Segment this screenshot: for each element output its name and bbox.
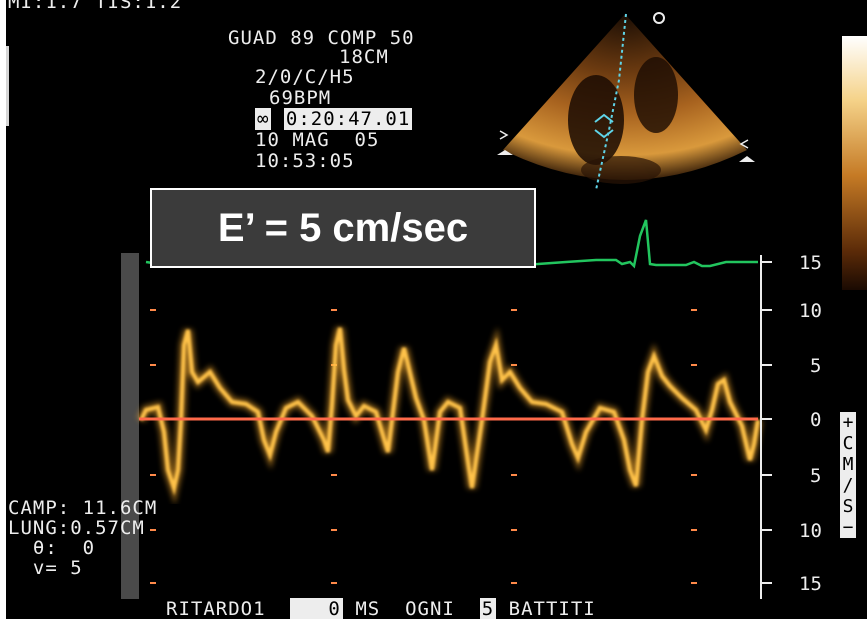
velocity-unit-label: + C M / S −: [840, 412, 856, 538]
unit-char: C: [842, 433, 854, 454]
footer-bar: RITARDO1 0 MS OGNI 5 BATTITI: [166, 598, 596, 619]
ultrasound-screen: 15 10 5 0 5 10 15 MI:1.7 TIS:1.2 GUAD 89…: [6, 0, 867, 619]
delay-label: RITARDO1: [166, 598, 266, 619]
velocity-scale: 15 10 5 0 5 10 15: [760, 252, 822, 599]
gain-compression-readout: GUAD 89 COMP 50: [228, 27, 415, 49]
angle-readout: θ: 0: [8, 537, 96, 559]
ms-label: MS: [355, 598, 381, 619]
doppler-spectrum: [136, 326, 763, 505]
tick-label: 5: [810, 355, 821, 377]
tick-label: 15: [799, 252, 822, 274]
delay-value[interactable]: 0: [290, 598, 343, 619]
tick-label: 10: [799, 300, 822, 322]
tick-label: 10: [799, 520, 822, 542]
gray-scale-bar: [842, 36, 867, 290]
timeline-strip: [121, 253, 139, 599]
left-edge-marks: [6, 46, 9, 126]
annotation-label: E’ = 5 cm/sec: [217, 205, 469, 250]
sample-length-readout: LUNG:0.57CM: [8, 517, 145, 539]
loop-icon: ∞: [255, 108, 272, 130]
tick-label: 15: [799, 573, 822, 595]
velocity-grid-marks: [150, 309, 697, 584]
tick-label: 5: [810, 465, 821, 487]
time-readout: 10:53:05: [255, 150, 355, 172]
preset-readout: 2/0/C/H5: [255, 66, 355, 88]
beats-label: BATTITI: [508, 598, 596, 619]
depth-readout: 18CM: [339, 46, 389, 68]
heart-rate-readout: 69BPM: [269, 87, 332, 109]
unit-char: M: [842, 454, 854, 475]
beats-value[interactable]: 5: [479, 598, 497, 619]
timer-row: ∞ 0:20:47.01: [255, 108, 413, 130]
date-readout: 10 MAG 05: [255, 129, 380, 151]
unit-char: −: [842, 517, 854, 538]
unit-char: +: [842, 412, 854, 433]
echo-sector-image: [497, 12, 755, 191]
velocity-scale-readout: v= 5: [8, 557, 83, 579]
sample-depth-readout: CAMP: 11.6CM: [8, 497, 158, 519]
unit-char: /: [842, 475, 854, 496]
mi-tis-readout: MI:1.7 TIS:1.2: [8, 0, 183, 13]
every-label: OGNI: [405, 598, 455, 619]
e-prime-annotation: E’ = 5 cm/sec: [150, 188, 536, 268]
doppler-canvas: 15 10 5 0 5 10 15: [121, 12, 822, 599]
tick-label: 0: [810, 409, 821, 431]
unit-char: S: [842, 496, 854, 517]
cine-timer: 0:20:47.01: [283, 108, 413, 130]
